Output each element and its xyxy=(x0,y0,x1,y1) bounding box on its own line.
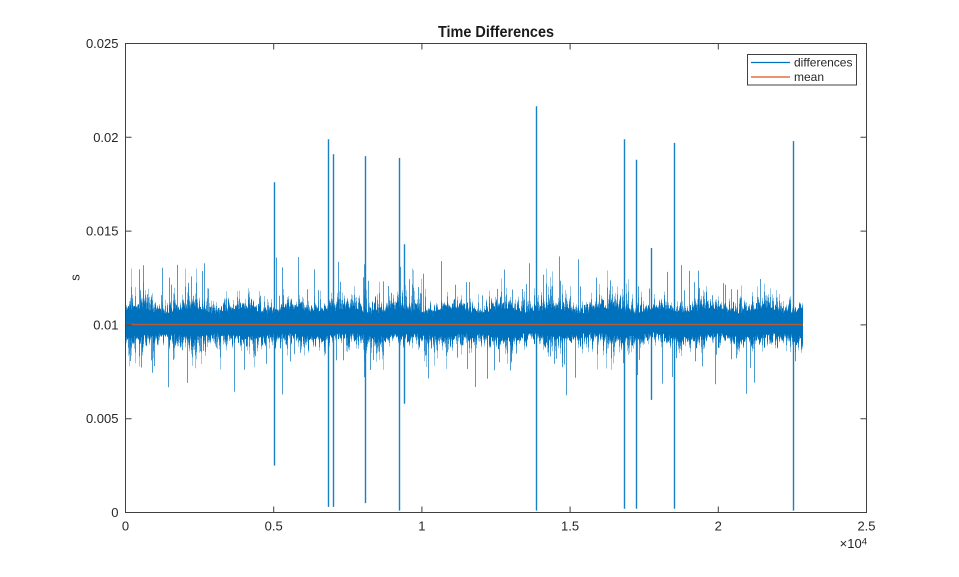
svg-text:×104: ×104 xyxy=(840,536,867,551)
svg-text:0.005: 0.005 xyxy=(86,411,119,426)
svg-text:0.5: 0.5 xyxy=(265,519,283,534)
svg-text:0: 0 xyxy=(122,519,129,534)
svg-text:0.015: 0.015 xyxy=(86,224,119,239)
svg-text:0.025: 0.025 xyxy=(86,36,119,51)
svg-text:mean: mean xyxy=(794,70,824,84)
svg-text:s: s xyxy=(68,274,83,281)
svg-text:0.01: 0.01 xyxy=(93,317,118,332)
svg-text:1: 1 xyxy=(418,519,425,534)
svg-text:2: 2 xyxy=(715,519,722,534)
svg-text:differences: differences xyxy=(794,56,852,70)
svg-text:Time Differences: Time Differences xyxy=(438,24,554,41)
svg-text:0: 0 xyxy=(111,505,118,520)
svg-text:1.5: 1.5 xyxy=(561,519,579,534)
svg-text:0.02: 0.02 xyxy=(93,130,118,145)
svg-text:2.5: 2.5 xyxy=(857,519,875,534)
